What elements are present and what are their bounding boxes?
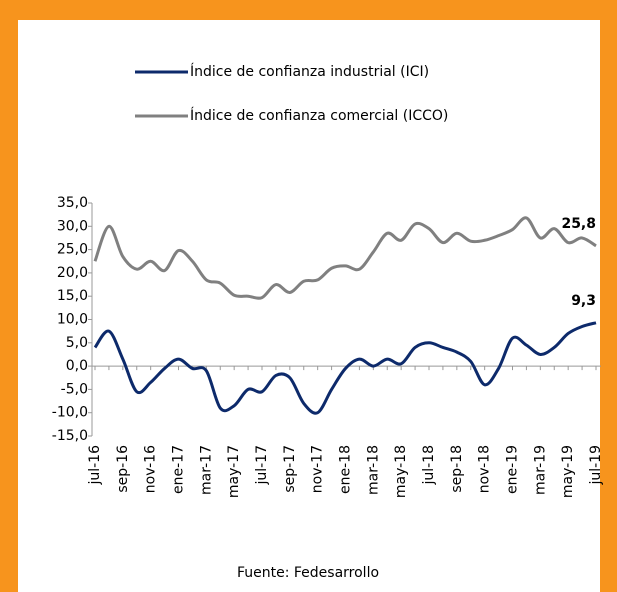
line: [93, 321, 597, 415]
source: Fuente: Fedesarrollo: [237, 565, 379, 581]
value-label: 9,3: [571, 293, 596, 309]
y-tick-label: 10,0: [57, 312, 88, 328]
x-tick-label: jul-19: [588, 445, 604, 486]
x-tick-label: jul-18: [421, 445, 437, 486]
x-tick-label: ene-17: [171, 445, 187, 494]
y-tick-label: 0,0: [66, 358, 88, 374]
x-tick-label: jul-16: [87, 445, 103, 486]
y-tick-label: -5,0: [61, 381, 88, 397]
x-tick-label: mar-18: [365, 445, 381, 495]
y-tick-label: -15,0: [52, 428, 88, 444]
panel: [18, 20, 600, 592]
x-tick-label: mar-17: [198, 445, 214, 495]
value-label: 25,8: [561, 216, 596, 232]
y-tick-label: 30,0: [57, 218, 88, 234]
x-tick-label: may-17: [226, 445, 242, 498]
y-tick-label: -10,0: [52, 405, 88, 421]
y-tick-label: 5,0: [66, 335, 88, 351]
line: [93, 216, 597, 300]
x-tick-label: may-19: [560, 445, 576, 498]
x-tick-label: may-18: [393, 445, 409, 498]
x-tick-label: ene-19: [505, 445, 521, 494]
legend-label: Índice de confianza industrial (ICI): [190, 63, 429, 80]
x-tick-label: sep-17: [282, 445, 298, 493]
x-tick-label: sep-16: [115, 445, 131, 493]
y-tick-label: 35,0: [57, 195, 88, 211]
x-tick-label: sep-18: [449, 445, 465, 493]
x-tick-label: ene-18: [338, 445, 354, 494]
x-tick-label: jul-17: [254, 445, 270, 486]
legend-label: Índice de confianza comercial (ICCO): [190, 107, 448, 124]
x-tick-label: mar-19: [532, 445, 548, 495]
y-tick-label: 25,0: [57, 242, 88, 258]
x-tick-label: nov-18: [477, 445, 493, 493]
x-tick-label: nov-16: [143, 445, 159, 493]
y-tick-label: 20,0: [57, 265, 88, 281]
x-tick-label: nov-17: [310, 445, 326, 493]
y-tick-label: 15,0: [57, 288, 88, 304]
